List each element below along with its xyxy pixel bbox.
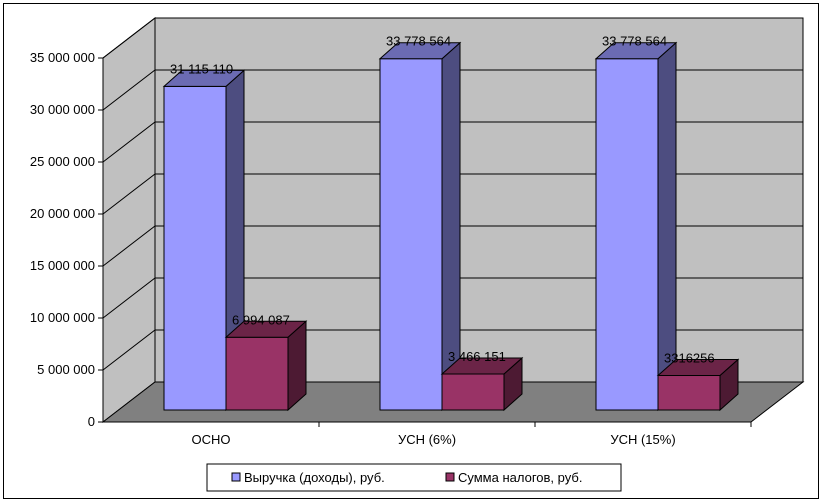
y-tick-label: 10 000 000 <box>30 310 95 325</box>
y-tick-label: 0 <box>88 414 95 429</box>
gridlines <box>102 17 803 371</box>
y-tick-label: 15 000 000 <box>30 258 95 273</box>
bars <box>162 41 740 412</box>
bar-top <box>440 357 524 375</box>
side-wall <box>102 16 156 424</box>
legend-swatch <box>445 472 455 482</box>
bar-front <box>225 336 289 411</box>
y-tick-label: 20 000 000 <box>30 206 95 221</box>
gridline <box>102 121 803 163</box>
gridline <box>102 329 803 371</box>
bar-front <box>163 85 227 411</box>
legend-box <box>206 463 622 492</box>
bar <box>224 320 308 412</box>
data-label: 33 778 564 <box>386 34 451 49</box>
y-tick-label: 30 000 000 <box>30 102 95 117</box>
y-tick-label: 25 000 000 <box>30 154 95 169</box>
bar-front <box>595 58 659 411</box>
bar <box>378 41 462 412</box>
gridline <box>102 225 803 267</box>
data-label: 3316256 <box>664 351 715 366</box>
data-labels: 31 115 110 6 994 087 33 778 564 3 466 151 33… <box>170 34 715 366</box>
legend: Выручка (доходы), руб. Сумма налогов, руб… <box>206 463 622 492</box>
bar-top <box>656 359 740 377</box>
bar-top <box>162 69 246 87</box>
data-label: 33 778 564 <box>602 34 667 49</box>
bar <box>656 358 740 412</box>
y-tick-label: 5 000 000 <box>37 362 95 377</box>
bar <box>594 41 678 412</box>
gridline <box>102 277 803 319</box>
legend-label: Выручка (доходы), руб. <box>244 470 385 485</box>
data-label: 6 994 087 <box>232 312 290 327</box>
legend-label: Сумма налогов, руб. <box>458 470 582 485</box>
data-label: 31 115 110 <box>170 61 233 76</box>
bar <box>162 69 246 412</box>
bar <box>440 356 524 412</box>
bar-top <box>594 42 678 60</box>
bar-front <box>657 375 721 411</box>
bar-top <box>378 42 462 60</box>
gridline <box>102 173 803 215</box>
axes: 0 5 000 000 10 000 000 15 000 000 20 000 000… <box>30 50 752 447</box>
legend-swatch <box>231 472 241 482</box>
data-label: 3 466 151 <box>448 349 506 364</box>
gridline <box>102 69 803 111</box>
gridline <box>102 17 803 59</box>
x-tick-label: УСН (15%) <box>610 432 675 447</box>
bar-front <box>379 58 443 411</box>
y-tick-label: 35 000 000 <box>30 50 95 65</box>
x-tick-label: ОСНО <box>192 432 231 447</box>
bar-top <box>224 320 308 338</box>
bar-front <box>441 373 505 411</box>
x-tick-label: УСН (6%) <box>398 432 456 447</box>
